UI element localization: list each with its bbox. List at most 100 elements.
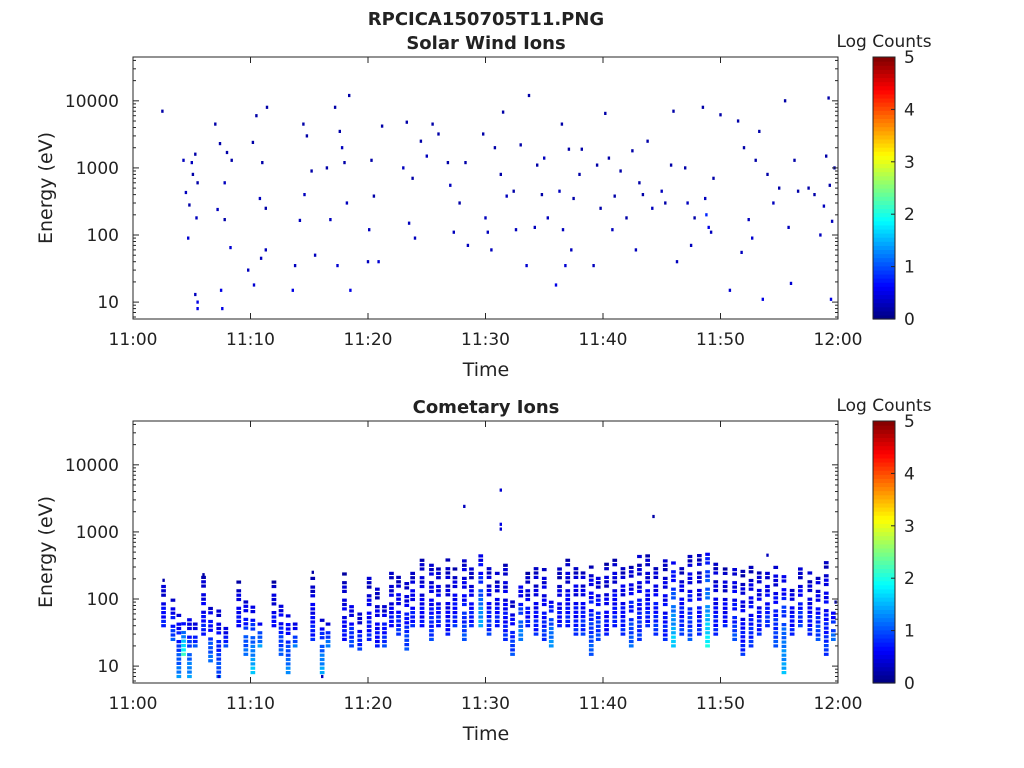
- heatmap-cell: [732, 624, 737, 628]
- heatmap-cell: [382, 631, 387, 635]
- heatmap-cell: [637, 572, 642, 576]
- heatmap-cell: [452, 567, 458, 571]
- heatmap-cell: [548, 635, 554, 639]
- heatmap-cell: [573, 628, 579, 632]
- heatmap-cell: [604, 562, 609, 566]
- heatmap-cell: [429, 589, 434, 593]
- heatmap-cell: [285, 653, 291, 657]
- heatmap-cell: [653, 619, 659, 623]
- heatmap-cell: [429, 598, 434, 602]
- colorbar-segment: [873, 588, 895, 594]
- heatmap-cell: [645, 576, 650, 580]
- heatmap-cell: [773, 639, 779, 644]
- heatmap-cell: [187, 661, 192, 665]
- heatmap-cell: [372, 194, 376, 198]
- heatmap-cell: [620, 628, 626, 632]
- heatmap-cell: [469, 602, 474, 606]
- heatmap-cell: [518, 585, 524, 589]
- heatmap-cell: [588, 652, 594, 656]
- heatmap-cell: [478, 571, 484, 575]
- heatmap-cell: [789, 597, 795, 601]
- heatmap-cell: [258, 196, 262, 201]
- heatmap-cell: [298, 218, 302, 222]
- heatmap-cell: [250, 618, 256, 622]
- heatmap-cell: [781, 671, 787, 675]
- heatmap-cell: [697, 562, 702, 566]
- colorbar-tick-label: 4: [904, 100, 915, 120]
- colorbar-segment: [873, 175, 895, 181]
- panel-title-cometary: Cometary Ions: [413, 397, 560, 418]
- y-tick-label: 10000: [65, 92, 119, 112]
- heatmap-cell: [464, 161, 467, 165]
- heatmap-cell: [662, 629, 668, 633]
- y-tick-label: 100: [87, 226, 119, 246]
- heatmap-cell: [187, 674, 192, 679]
- heatmap-cell: [620, 606, 626, 610]
- y-tick-label: 10000: [65, 456, 119, 476]
- heatmap-cell: [645, 554, 650, 558]
- heatmap-cell: [325, 635, 331, 639]
- colorbar-label: Log Counts: [836, 32, 931, 52]
- heatmap-cell: [675, 260, 679, 264]
- heatmap-cell: [637, 581, 642, 585]
- heatmap-cell: [469, 624, 474, 628]
- heatmap-cell: [503, 611, 508, 615]
- heatmap-cell: [687, 633, 693, 637]
- heatmap-cell: [389, 624, 394, 628]
- heatmap-cell: [382, 639, 387, 644]
- colorbar-segment: [873, 302, 895, 308]
- heatmap-cell: [236, 589, 242, 593]
- heatmap-cell: [628, 600, 634, 604]
- heatmap-cell: [628, 574, 634, 578]
- heatmap-cell: [620, 575, 626, 579]
- heatmap-cell: [815, 589, 821, 593]
- heatmap-cell: [748, 626, 754, 631]
- heatmap-cell: [292, 622, 298, 626]
- heatmap-cell: [637, 629, 642, 633]
- heatmap-cell: [161, 624, 166, 628]
- heatmap-cell: [825, 154, 828, 158]
- heatmap-cell: [595, 611, 601, 615]
- heatmap-cell: [565, 563, 571, 567]
- heatmap-cell: [161, 615, 166, 619]
- heatmap-cell: [781, 610, 787, 614]
- heatmap-cell: [333, 105, 337, 109]
- heatmap-cell: [503, 572, 508, 576]
- heatmap-cell: [823, 561, 829, 565]
- heatmap-cell: [612, 580, 618, 584]
- heatmap-cell: [250, 653, 256, 657]
- heatmap-cell: [697, 632, 702, 636]
- colorbar-segment: [873, 461, 895, 467]
- heatmap-cell: [396, 602, 401, 606]
- heatmap-cell: [261, 161, 264, 165]
- heatmap-cell: [278, 635, 284, 639]
- heatmap-cell: [781, 623, 787, 627]
- heatmap-cell: [493, 146, 497, 150]
- heatmap-cell: [170, 633, 176, 637]
- heatmap-cell: [486, 230, 489, 234]
- heatmap-cell: [201, 575, 206, 579]
- heatmap-cell: [687, 594, 693, 598]
- heatmap-cell: [573, 615, 579, 619]
- heatmap-cell: [662, 559, 668, 563]
- colorbar-segment: [873, 482, 895, 488]
- colorbar-segment: [873, 224, 895, 230]
- heatmap-cell: [781, 653, 787, 657]
- heatmap-cell: [604, 593, 609, 597]
- heatmap-cell: [679, 584, 685, 588]
- heatmap-cell: [208, 654, 213, 658]
- heatmap-cell: [637, 607, 642, 611]
- heatmap-cell: [645, 580, 650, 584]
- heatmap-cell: [595, 633, 601, 637]
- x-tick-label: 11:20: [344, 694, 393, 714]
- heatmap-cell: [628, 639, 634, 644]
- colorbar-segment: [873, 257, 895, 263]
- heatmap-cell: [176, 644, 182, 648]
- heatmap-cell: [525, 606, 531, 610]
- heatmap-cell: [429, 585, 434, 589]
- heatmap-cell: [713, 628, 719, 632]
- heatmap-cell: [305, 134, 309, 138]
- heatmap-cell: [518, 629, 524, 633]
- heatmap-cell: [541, 620, 547, 624]
- colorbar-segment: [873, 151, 895, 156]
